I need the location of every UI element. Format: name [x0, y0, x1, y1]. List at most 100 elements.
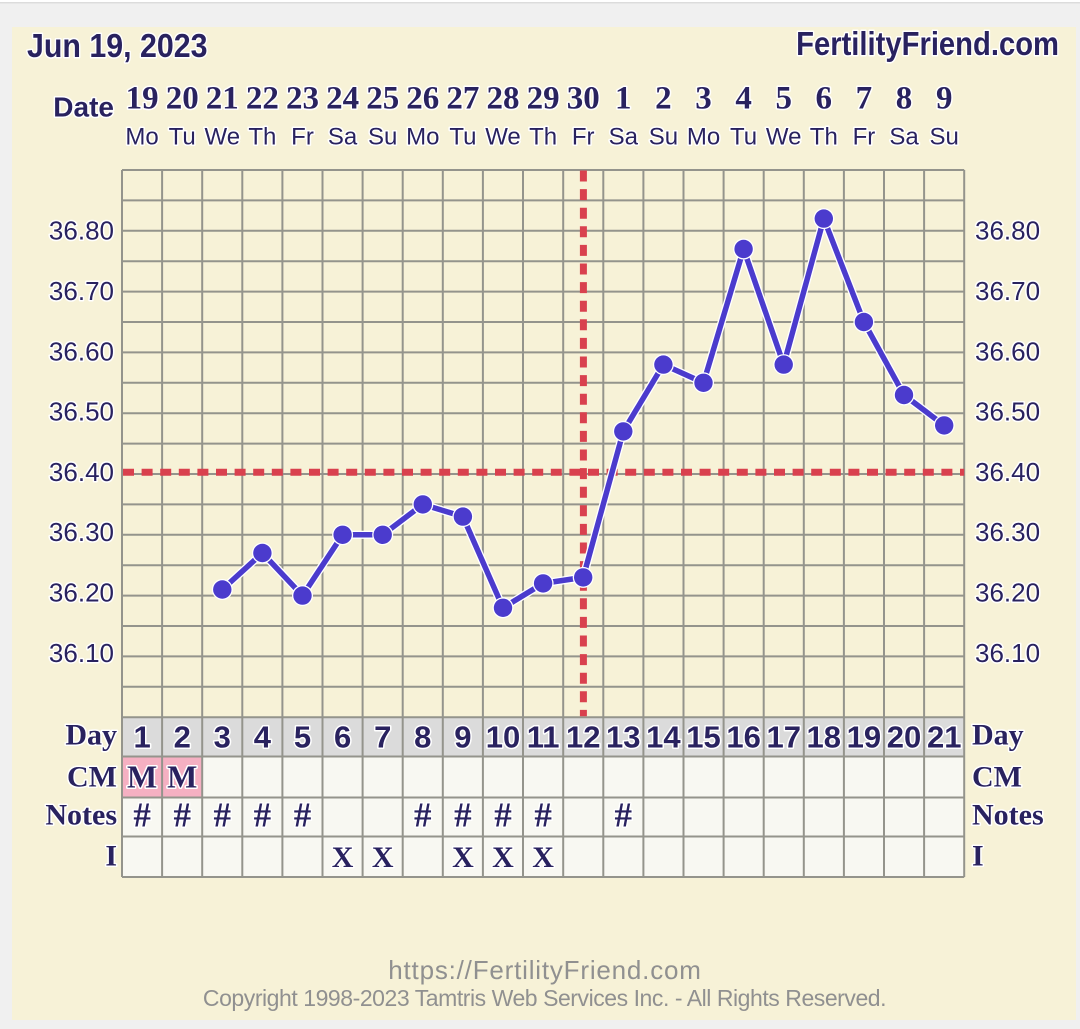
svg-text:20: 20	[887, 720, 921, 755]
svg-text:36.50: 36.50	[49, 397, 114, 427]
svg-text:36.30: 36.30	[975, 517, 1040, 547]
svg-text:18: 18	[807, 720, 841, 755]
svg-text:36.50: 36.50	[975, 397, 1040, 427]
svg-text:We: We	[205, 124, 241, 151]
svg-text:3: 3	[214, 720, 231, 755]
svg-text:11: 11	[527, 720, 560, 755]
svg-text:28: 28	[487, 81, 520, 117]
svg-text:I: I	[105, 840, 117, 873]
svg-text:Fr: Fr	[291, 124, 314, 151]
svg-text:17: 17	[766, 720, 800, 755]
svg-text:16: 16	[726, 720, 760, 755]
svg-text:X: X	[492, 841, 514, 874]
svg-text:Su: Su	[930, 124, 959, 151]
svg-text:5: 5	[775, 81, 792, 117]
svg-text:8: 8	[414, 720, 431, 755]
svg-text:Tu: Tu	[730, 124, 757, 151]
svg-text:Copyright 1998-2023 Tamtris We: Copyright 1998-2023 Tamtris Web Services…	[203, 985, 886, 1011]
svg-text:36.80: 36.80	[975, 216, 1040, 246]
svg-text:10: 10	[486, 720, 520, 755]
svg-text:13: 13	[606, 720, 640, 755]
svg-text:I: I	[972, 840, 984, 873]
svg-text:Mo: Mo	[125, 124, 158, 151]
svg-text:36.60: 36.60	[975, 336, 1040, 366]
svg-text:We: We	[766, 124, 802, 151]
svg-text:4: 4	[254, 720, 272, 755]
svg-text:Fr: Fr	[572, 124, 595, 151]
svg-text:CM: CM	[972, 761, 1022, 794]
svg-text:12: 12	[566, 720, 600, 755]
svg-text:9: 9	[936, 81, 953, 117]
svg-text:#: #	[254, 796, 272, 835]
svg-text:30: 30	[567, 81, 600, 117]
svg-text:5: 5	[294, 720, 311, 755]
svg-text:Su: Su	[649, 124, 678, 151]
svg-text:Notes: Notes	[45, 799, 117, 832]
svg-text:Mo: Mo	[406, 124, 439, 151]
svg-text:36.40: 36.40	[49, 457, 114, 487]
svg-text:36.40: 36.40	[975, 457, 1040, 487]
svg-text:36.70: 36.70	[975, 276, 1040, 306]
svg-text:14: 14	[646, 720, 681, 755]
svg-text:Notes: Notes	[972, 799, 1044, 832]
svg-text:Day: Day	[65, 719, 117, 752]
svg-text:36.80: 36.80	[49, 216, 114, 246]
svg-text:Tu: Tu	[449, 124, 476, 151]
svg-text:1: 1	[133, 720, 150, 755]
svg-text:20: 20	[166, 81, 199, 117]
svg-text:2: 2	[655, 81, 672, 117]
svg-text:CM: CM	[67, 761, 117, 794]
svg-text:22: 22	[246, 81, 279, 117]
svg-text:24: 24	[326, 81, 359, 117]
svg-text:We: We	[485, 124, 521, 151]
svg-text:Mo: Mo	[687, 124, 720, 151]
svg-text:#: #	[494, 796, 512, 835]
svg-text:Th: Th	[529, 124, 557, 151]
svg-text:21: 21	[927, 720, 961, 755]
svg-text:#: #	[414, 796, 432, 835]
svg-text:#: #	[173, 796, 191, 835]
svg-text:7: 7	[856, 81, 873, 117]
svg-text:25: 25	[366, 81, 399, 117]
svg-text:1: 1	[615, 81, 632, 117]
svg-text:X: X	[532, 841, 554, 874]
svg-text:Sa: Sa	[889, 124, 919, 151]
svg-text:9: 9	[454, 720, 471, 755]
svg-text:8: 8	[896, 81, 913, 117]
svg-text:23: 23	[286, 81, 319, 117]
svg-text:4: 4	[735, 81, 752, 117]
svg-text:27: 27	[446, 81, 479, 117]
svg-text:19: 19	[847, 720, 881, 755]
svg-text:15: 15	[686, 720, 720, 755]
svg-text:#: #	[133, 796, 151, 835]
svg-text:36.10: 36.10	[975, 638, 1040, 668]
svg-text:#: #	[534, 796, 552, 835]
svg-text:X: X	[372, 841, 394, 874]
svg-text:Date: Date	[53, 92, 114, 123]
svg-text:36.20: 36.20	[49, 578, 114, 608]
svg-text:X: X	[452, 841, 474, 874]
svg-text:19: 19	[126, 81, 159, 117]
svg-text:36.30: 36.30	[49, 517, 114, 547]
svg-text:26: 26	[406, 81, 439, 117]
svg-text:Jun 19, 2023: Jun 19, 2023	[27, 27, 207, 64]
svg-text:#: #	[615, 796, 633, 835]
svg-text:36.20: 36.20	[975, 578, 1040, 608]
svg-text:36.10: 36.10	[49, 638, 114, 668]
svg-text:M: M	[127, 759, 157, 795]
svg-text:Th: Th	[248, 124, 276, 151]
svg-text:#: #	[214, 796, 232, 835]
svg-text:7: 7	[374, 720, 391, 755]
svg-text:36.70: 36.70	[49, 276, 114, 306]
svg-text:Fr: Fr	[853, 124, 876, 151]
svg-text:Day: Day	[972, 719, 1024, 752]
svg-text:#: #	[294, 796, 312, 835]
svg-text:21: 21	[206, 81, 239, 117]
svg-text:Th: Th	[810, 124, 838, 151]
svg-text:Tu: Tu	[169, 124, 196, 151]
svg-text:29: 29	[527, 81, 560, 117]
svg-text:36.60: 36.60	[49, 336, 114, 366]
svg-text:M: M	[167, 759, 197, 795]
svg-text:6: 6	[816, 81, 833, 117]
svg-text:#: #	[454, 796, 472, 835]
